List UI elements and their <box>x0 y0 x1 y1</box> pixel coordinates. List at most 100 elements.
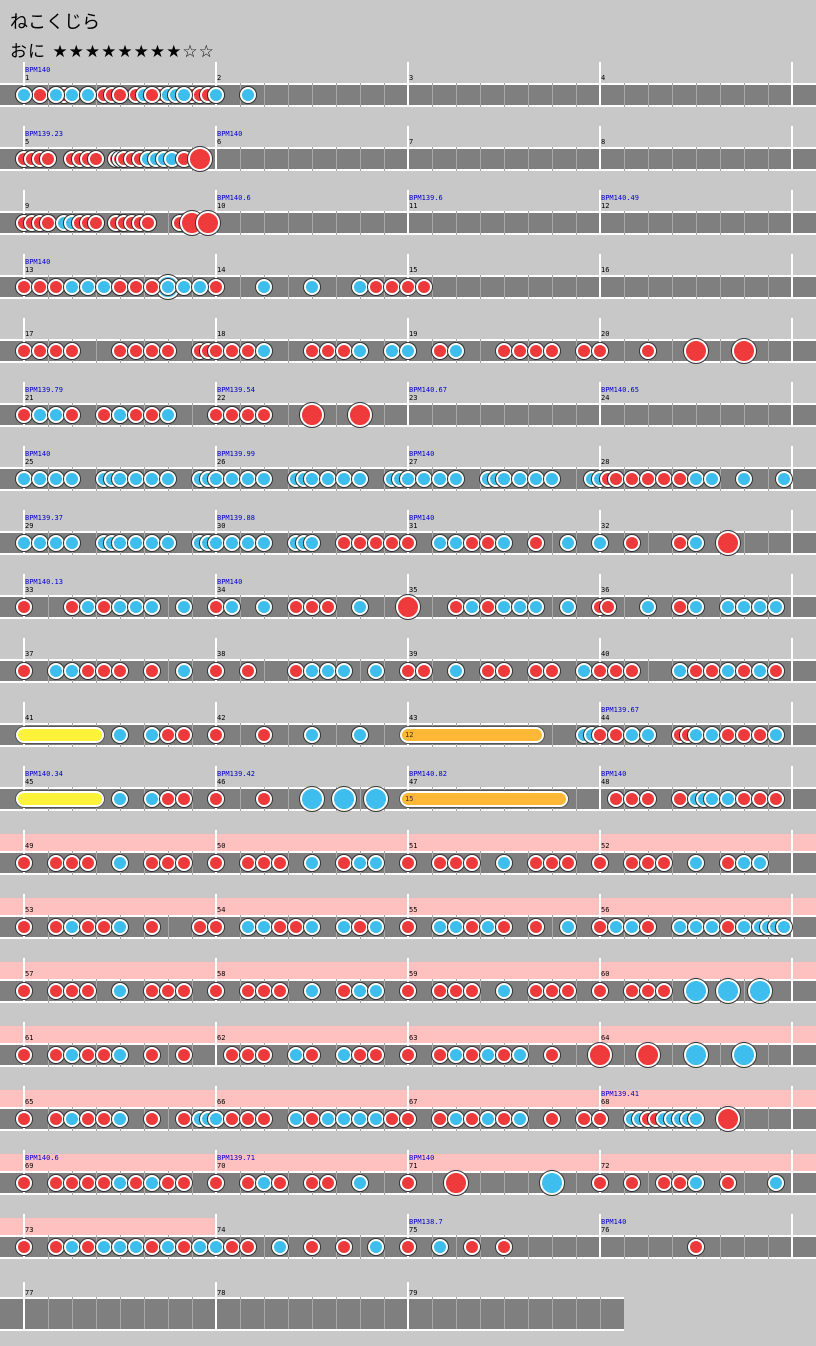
don-note <box>672 791 688 807</box>
ka-note <box>320 471 336 487</box>
don-note <box>240 407 256 423</box>
measure-line <box>407 318 409 363</box>
ka-note <box>64 1047 80 1063</box>
measure-number: 69 <box>25 1162 34 1170</box>
big-don-note <box>732 339 756 363</box>
ka-note <box>560 535 576 551</box>
beat-line <box>552 147 553 171</box>
measure-line <box>599 1150 601 1195</box>
don-note <box>176 1175 192 1191</box>
measure-number: 74 <box>217 1226 226 1234</box>
ka-note <box>688 535 704 551</box>
big-don-note <box>588 1043 612 1067</box>
bpm-change: BPM139.42 <box>217 770 255 778</box>
measure-line <box>599 446 601 491</box>
ka-note <box>352 599 368 615</box>
measure-number: 9 <box>25 202 30 210</box>
beat-line <box>288 403 289 427</box>
measure-line <box>23 894 25 939</box>
don-note <box>400 855 416 871</box>
beat-line <box>336 1297 337 1329</box>
measure-line <box>407 1150 409 1195</box>
don-note <box>400 1239 416 1255</box>
measure-number: 30 <box>217 522 226 530</box>
measure-number: 4 <box>601 74 606 82</box>
bpm-change: BPM139.88 <box>217 514 255 522</box>
don-note <box>608 791 624 807</box>
difficulty-level: おに ★★★★★★★★☆☆ <box>10 37 215 62</box>
measure-line <box>407 446 409 491</box>
measure-line <box>23 1022 25 1067</box>
ka-note <box>112 535 128 551</box>
beat-line <box>480 339 481 363</box>
beat-line <box>288 211 289 235</box>
ka-note <box>208 1239 224 1255</box>
don-note <box>736 791 752 807</box>
ka-note <box>704 727 720 743</box>
don-note <box>304 1175 320 1191</box>
ka-note <box>304 535 320 551</box>
beat-line <box>456 403 457 427</box>
ka-note <box>272 1239 288 1255</box>
ka-note <box>208 87 224 103</box>
beat-line <box>312 147 313 171</box>
beat-line <box>384 1235 385 1259</box>
measure-number: 58 <box>217 970 226 978</box>
ka-note <box>320 1111 336 1127</box>
beat-line <box>384 851 385 875</box>
don-note <box>608 727 624 743</box>
ka-note <box>776 471 792 487</box>
don-note <box>176 1047 192 1063</box>
don-note <box>592 855 608 871</box>
ka-note <box>448 1111 464 1127</box>
bpm-change: BPM140 <box>217 578 243 586</box>
beat-line <box>672 1235 673 1259</box>
don-note <box>304 343 320 359</box>
don-note <box>720 855 736 871</box>
don-note <box>96 1111 112 1127</box>
measure-line <box>599 126 601 171</box>
measure-line <box>215 446 217 491</box>
ka-note <box>752 663 768 679</box>
beat-line <box>192 787 193 811</box>
ka-note <box>224 535 240 551</box>
don-note <box>96 663 112 679</box>
beat-line <box>504 211 505 235</box>
don-note <box>480 535 496 551</box>
level-stars: ★★★★★★★★☆☆ <box>52 42 215 62</box>
measure-line <box>215 894 217 939</box>
ka-note <box>224 471 240 487</box>
ka-note <box>176 663 192 679</box>
ka-note <box>64 87 80 103</box>
measure-number: 67 <box>409 1098 418 1106</box>
don-note <box>160 727 176 743</box>
ka-note <box>592 535 608 551</box>
don-note <box>64 343 80 359</box>
don-note <box>144 1047 160 1063</box>
don-note <box>560 855 576 871</box>
beat-line <box>504 275 505 299</box>
beat-line <box>336 595 337 619</box>
ka-note <box>416 471 432 487</box>
beat-line <box>768 1235 769 1259</box>
beat-line <box>600 1297 601 1329</box>
measure-line <box>791 318 793 363</box>
beat-line <box>552 531 553 555</box>
measure-line <box>215 574 217 619</box>
don-note <box>320 599 336 615</box>
don-note <box>80 1239 96 1255</box>
don-note <box>496 919 512 935</box>
beat-line <box>624 83 625 107</box>
don-note <box>16 855 32 871</box>
measure-number: 25 <box>25 458 34 466</box>
don-note <box>208 983 224 999</box>
don-note <box>336 855 352 871</box>
bpm-change: BPM140 <box>25 258 51 266</box>
beat-line <box>456 83 457 107</box>
beat-line <box>768 83 769 107</box>
ka-note <box>496 599 512 615</box>
don-note <box>384 279 400 295</box>
beat-line <box>552 723 553 747</box>
don-note <box>368 535 384 551</box>
measure-line <box>791 958 793 1003</box>
